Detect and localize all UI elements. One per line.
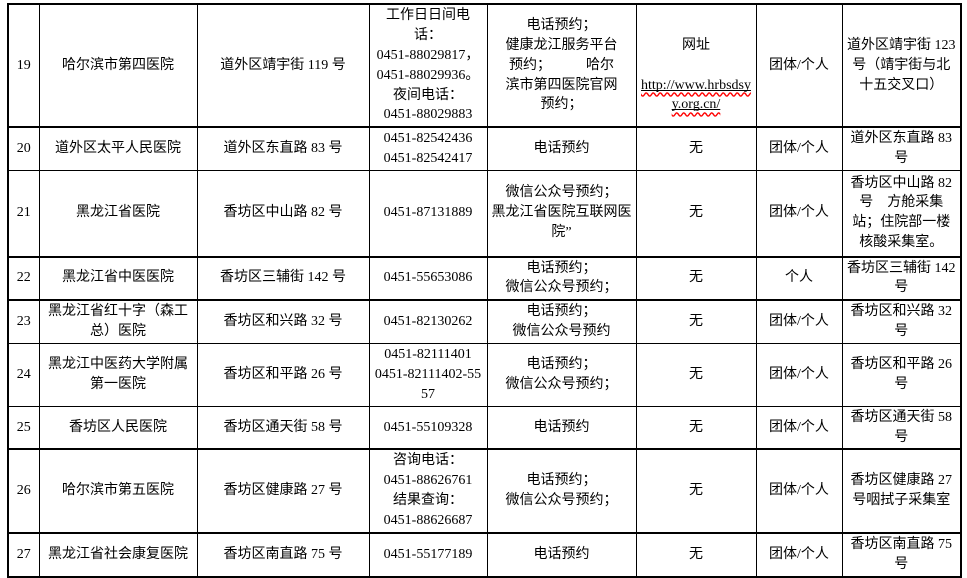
website-cell: 无 [635, 531, 757, 578]
website-cell: 无 [635, 126, 757, 172]
collection-site-cell: 香坊区三辅街 142 号 [841, 255, 962, 301]
booking-method-cell: 电话预约； 微信公众号预约； [486, 343, 637, 407]
phone-cell: 工作日日间电话： 0451-88029817， 0451-88029936。 夜… [368, 3, 488, 128]
hospital-name-cell: 道外区太平人民医院 [38, 126, 198, 172]
row-number-cell: 20 [7, 126, 40, 172]
phone-cell: 0451-82542436 0451-82542417 [368, 126, 488, 172]
collection-site-cell: 香坊区健康路 27 号咽拭子采集室 [841, 448, 962, 534]
table-row: 25 香坊区人民医院 香坊区通天街 58 号 0451-55109328 电话预… [7, 405, 962, 450]
hospital-name-cell: 黑龙江省社会康复医院 [38, 531, 198, 578]
hospital-name-cell: 哈尔滨市第四医院 [38, 3, 198, 128]
phone-cell: 0451-87131889 [368, 170, 488, 257]
booking-method-cell: 电话预约 [486, 405, 637, 450]
website-cell: 无 [635, 343, 757, 407]
booking-method-cell: 电话预约 [486, 531, 637, 578]
row-number-cell: 25 [7, 405, 40, 450]
collection-site-cell: 香坊区和平路 26 号 [841, 343, 962, 407]
row-number-cell: 19 [7, 3, 40, 128]
group-type-cell: 团体/个人 [755, 531, 843, 578]
row-number-cell: 26 [7, 448, 40, 534]
hospital-name-cell: 黑龙江省中医医院 [38, 255, 198, 301]
address-cell: 香坊区中山路 82 号 [196, 170, 370, 257]
table-row: 21 黑龙江省医院 香坊区中山路 82 号 0451-87131889 微信公众… [7, 170, 962, 257]
row-number-cell: 23 [7, 299, 40, 345]
group-type-cell: 团体/个人 [755, 3, 843, 128]
booking-method-cell: 电话预约； 健康龙江服务平台 预约； 哈尔 滨市第四医院官网 预约； [486, 3, 637, 128]
phone-cell: 0451-55653086 [368, 255, 488, 301]
collection-site-cell: 道外区东直路 83 号 [841, 126, 962, 172]
address-cell: 香坊区南直路 75 号 [196, 531, 370, 578]
website-label: 网址 [682, 37, 710, 53]
hospital-name-cell: 黑龙江省红十字（森工总）医院 [38, 299, 198, 345]
address-cell: 香坊区和兴路 32 号 [196, 299, 370, 345]
table-row: 20 道外区太平人民医院 道外区东直路 83 号 0451-82542436 0… [7, 126, 962, 172]
collection-site-cell: 香坊区南直路 75 号 [841, 531, 962, 578]
website-cell: 无 [635, 448, 757, 534]
booking-method-cell: 电话预约 [486, 126, 637, 172]
website-cell: 无 [635, 405, 757, 450]
row-number-cell: 21 [7, 170, 40, 257]
hospital-name-cell: 黑龙江中医药大学附属第一医院 [38, 343, 198, 407]
phone-cell: 0451-55109328 [368, 405, 488, 450]
website-cell: 无 [635, 170, 757, 257]
website-cell: 无 [635, 255, 757, 301]
collection-site-cell: 香坊区和兴路 32 号 [841, 299, 962, 345]
website-cell: 无 [635, 299, 757, 345]
row-number-cell: 24 [7, 343, 40, 407]
group-type-cell: 团体/个人 [755, 170, 843, 257]
booking-method-cell: 微信公众号预约； 黑龙江省医院互联网医院” [486, 170, 637, 257]
phone-cell: 0451-82111401 0451-82111402-55 57 [368, 343, 488, 407]
group-type-cell: 团体/个人 [755, 343, 843, 407]
row-number-cell: 27 [7, 531, 40, 578]
website-url-text: http://www.hrbsdsyy.org.cn/ [641, 77, 751, 113]
address-cell: 香坊区和平路 26 号 [196, 343, 370, 407]
collection-site-cell: 香坊区中山路 82 号 方舱采集站；住院部一楼核酸采集室。 [841, 170, 962, 257]
table-row: 26 哈尔滨市第五医院 香坊区健康路 27 号 咨询电话： 0451-88626… [7, 448, 962, 534]
hospital-name-cell: 黑龙江省医院 [38, 170, 198, 257]
phone-cell: 0451-82130262 [368, 299, 488, 345]
collection-site-cell: 道外区靖宇街 123 号（靖宇街与北十五交叉口） [841, 3, 962, 128]
table-row: 19 哈尔滨市第四医院 道外区靖宇街 119 号 工作日日间电话： 0451-8… [7, 3, 962, 128]
collection-site-cell: 香坊区通天街 58 号 [841, 405, 962, 450]
group-type-cell: 个人 [755, 255, 843, 301]
hospital-name-cell: 香坊区人民医院 [38, 405, 198, 450]
group-type-cell: 团体/个人 [755, 405, 843, 450]
address-cell: 道外区靖宇街 119 号 [196, 3, 370, 128]
booking-method-cell: 电话预约； 微信公众号预约； [486, 255, 637, 301]
table-row: 22 黑龙江省中医医院 香坊区三辅街 142 号 0451-55653086 电… [7, 255, 962, 301]
table-row: 23 黑龙江省红十字（森工总）医院 香坊区和兴路 32 号 0451-82130… [7, 299, 962, 345]
group-type-cell: 团体/个人 [755, 448, 843, 534]
address-cell: 道外区东直路 83 号 [196, 126, 370, 172]
website-link[interactable]: http://www.hrbsdsyy.org.cn/ [640, 76, 753, 116]
phone-cell: 0451-55177189 [368, 531, 488, 578]
row-number-cell: 22 [7, 255, 40, 301]
group-type-cell: 团体/个人 [755, 299, 843, 345]
website-cell: 网址 http://www.hrbsdsyy.org.cn/ [635, 3, 757, 128]
table-row: 24 黑龙江中医药大学附属第一医院 香坊区和平路 26 号 0451-82111… [7, 343, 962, 407]
phone-cell: 咨询电话： 0451-88626761 结果查询： 0451-88626687 [368, 448, 488, 534]
booking-method-cell: 电话预约； 微信公众号预约 [486, 299, 637, 345]
hospital-name-cell: 哈尔滨市第五医院 [38, 448, 198, 534]
table-row: 27 黑龙江省社会康复医院 香坊区南直路 75 号 0451-55177189 … [7, 531, 962, 578]
address-cell: 香坊区三辅街 142 号 [196, 255, 370, 301]
address-cell: 香坊区通天街 58 号 [196, 405, 370, 450]
hospital-collection-table: 19 哈尔滨市第四医院 道外区靖宇街 119 号 工作日日间电话： 0451-8… [7, 3, 962, 578]
address-cell: 香坊区健康路 27 号 [196, 448, 370, 534]
group-type-cell: 团体/个人 [755, 126, 843, 172]
booking-method-cell: 电话预约； 微信公众号预约； [486, 448, 637, 534]
